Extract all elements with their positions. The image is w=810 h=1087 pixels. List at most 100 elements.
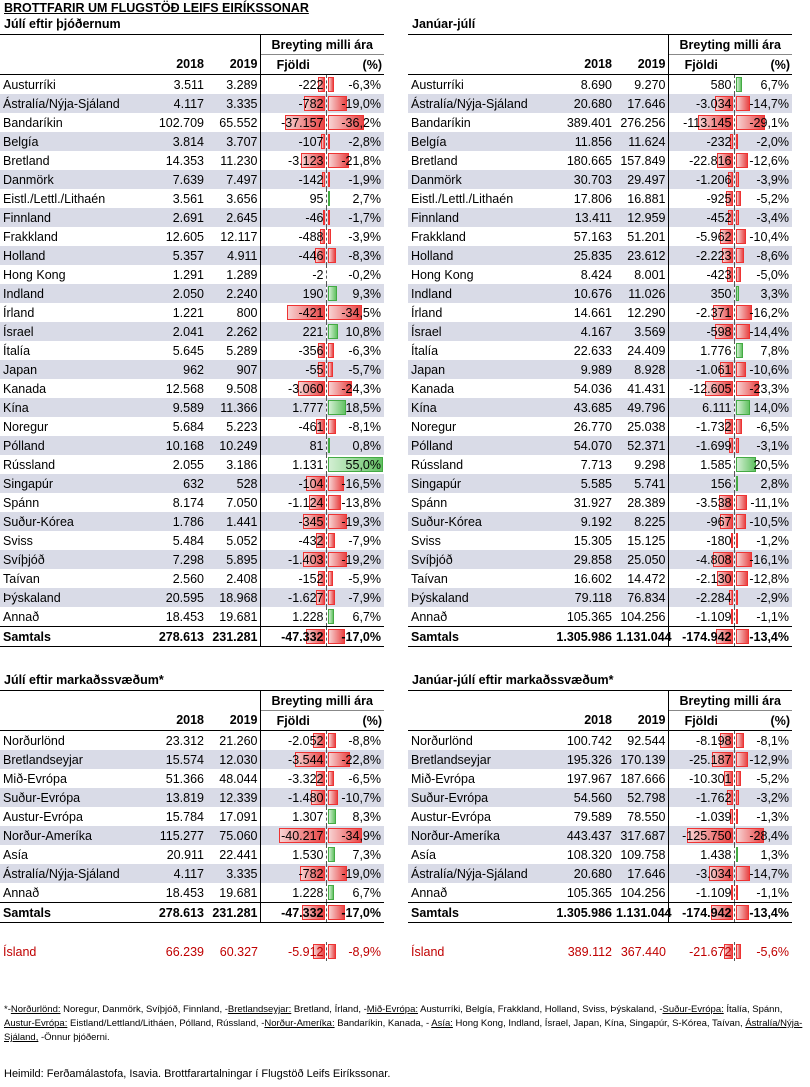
footnote-segment: Noregur, Danmörk, Svíþjóð, Finnland, -: [60, 1004, 228, 1015]
value-2019: 11.624: [614, 132, 669, 151]
footnote-segment: Mið-Evrópa:: [366, 1004, 419, 1015]
row-label-text: Norður-Ameríka: [3, 828, 92, 843]
change-count-text: -446: [298, 248, 324, 263]
row-label-text: Austurríki: [411, 77, 464, 92]
value-2019: 5.052: [206, 531, 261, 550]
change-count-text: -1.061: [696, 362, 732, 377]
change-bar: [317, 77, 325, 92]
pct-header: (%): [734, 54, 792, 75]
row-label-text: Spánn: [3, 495, 40, 510]
change-count: 95: [260, 189, 327, 208]
change-bar: [284, 115, 325, 130]
value-2019-text: 15.125: [627, 533, 666, 548]
row-label-text: Ítalía: [411, 343, 439, 358]
change-pct-text: -19,0%: [341, 866, 381, 881]
table-row: Írland 14.661 12.290 -2.371 -16,2%: [408, 303, 792, 322]
value-2019-text: 41.431: [627, 381, 666, 396]
value-2019-text: 78.550: [627, 809, 666, 824]
footnote-segment: Asía:: [431, 1018, 453, 1029]
value-2018-text: 115.277: [159, 828, 204, 843]
value-2018: 389.401: [548, 113, 614, 132]
value-2018: 632: [140, 474, 206, 493]
change-bar: [735, 590, 739, 605]
change-bar: [294, 752, 325, 767]
footnote-segment: Austurríki, Belgía, Frakkland, Holland, …: [418, 1004, 663, 1015]
value-2018: 9.192: [548, 512, 614, 531]
value-2019: 4.911: [206, 246, 261, 265]
value-2018: 2.691: [140, 208, 206, 227]
value-2019: 104.256: [614, 607, 669, 627]
value-2018: 15.784: [140, 807, 206, 826]
table-row: Rússland 2.055 3.186 1.131 55,0%: [0, 455, 384, 474]
change-bar: [728, 438, 733, 453]
value-2019: 11.026: [614, 284, 669, 303]
value-2019-text: 19.681: [219, 609, 258, 624]
table4-container: Breyting milli ára 2018 2019 Fjöldi (%) Norðu…: [408, 690, 792, 961]
change-count: 1.777: [260, 398, 327, 417]
change-pct: -8,1%: [326, 417, 384, 436]
value-2018: 12.605: [140, 227, 206, 246]
change-bar: [711, 752, 733, 767]
change-pct-text: -5,2%: [756, 771, 789, 786]
change-count-text: -180: [706, 533, 732, 548]
change-count-text: -432: [298, 533, 324, 548]
row-label-text: Holland: [411, 248, 454, 263]
change-bar: [719, 733, 733, 748]
row-label: Írland: [0, 303, 140, 322]
value-2018: 5.585: [548, 474, 614, 493]
change-pct: 14,0%: [734, 398, 792, 417]
table-row: Bandaríkin 102.709 65.552 -37.157 -36,2%: [0, 113, 384, 132]
row-label-text: Svíþjóð: [3, 552, 45, 567]
table-row: Holland 5.357 4.911 -446 -8,3%: [0, 246, 384, 265]
value-2018: 7.298: [140, 550, 206, 569]
change-bar: [327, 514, 347, 529]
change-count-text: -3.123: [288, 153, 324, 168]
value-2019-text: 3.335: [226, 866, 258, 881]
value-2019: 276.256: [614, 113, 669, 132]
change-bar: [327, 343, 334, 358]
value-2019-text: 5.741: [634, 476, 666, 491]
change-pct-text: 9,3%: [352, 286, 382, 301]
value-2018: 4.117: [140, 864, 206, 883]
table1-container: Breyting milli ára 2018 2019 Fjöldi (%) Austu…: [0, 34, 384, 647]
change-bar: [327, 153, 350, 168]
value-2019: 7.050: [206, 493, 261, 512]
value-2019-text: 21.260: [219, 733, 258, 748]
change-bar: [727, 790, 733, 805]
row-label-text: Bretlandseyjar: [3, 752, 83, 767]
table-row: Frakkland 12.605 12.117 -488 -3,9%: [0, 227, 384, 246]
row-label: Annað: [0, 883, 140, 903]
value-2018: 11.856: [548, 132, 614, 151]
change-bar: [715, 324, 733, 339]
change-bar: [327, 809, 336, 824]
change-bar: [735, 438, 739, 453]
change-bar: [735, 533, 738, 548]
change-count-text: -25.187: [689, 752, 732, 767]
row-label-text: Kína: [3, 400, 29, 415]
change-pct-text: 10,8%: [345, 324, 381, 339]
change-count: -113.145: [668, 113, 735, 132]
row-label-text: Austur-Evrópa: [3, 809, 83, 824]
value-2018: 29.858: [548, 550, 614, 569]
value-2018-text: 8.174: [172, 495, 204, 510]
value-2019-text: 19.681: [219, 885, 258, 900]
table-row: Mið-Evrópa 51.366 48.044 -3.322 -6,5%: [0, 769, 384, 788]
change-count: -142: [260, 170, 327, 189]
value-2018: 9.589: [140, 398, 206, 417]
row-label-text: Kanada: [3, 381, 47, 396]
table-row: Noregur 26.770 25.038 -1.732 -6,5%: [408, 417, 792, 436]
row-label: Bretlandseyjar: [0, 750, 140, 769]
change-bar: [327, 381, 352, 396]
row-label: Kína: [0, 398, 140, 417]
row-label: Austur-Evrópa: [408, 807, 548, 826]
value-2018-text: 29.858: [573, 552, 612, 567]
row-label-text: Japan: [411, 362, 446, 377]
change-bar: [327, 191, 331, 206]
value-2018: 5.357: [140, 246, 206, 265]
row-label: Samtals: [408, 626, 548, 647]
value-2018-text: 962: [183, 362, 204, 377]
change-count-text: -232: [706, 134, 732, 149]
t2-table: Breyting milli ára 2018 2019 Fjöldi (%) Austu…: [408, 34, 792, 647]
value-2019: 317.687: [614, 826, 669, 845]
change-count-text: -113.145: [683, 115, 732, 130]
